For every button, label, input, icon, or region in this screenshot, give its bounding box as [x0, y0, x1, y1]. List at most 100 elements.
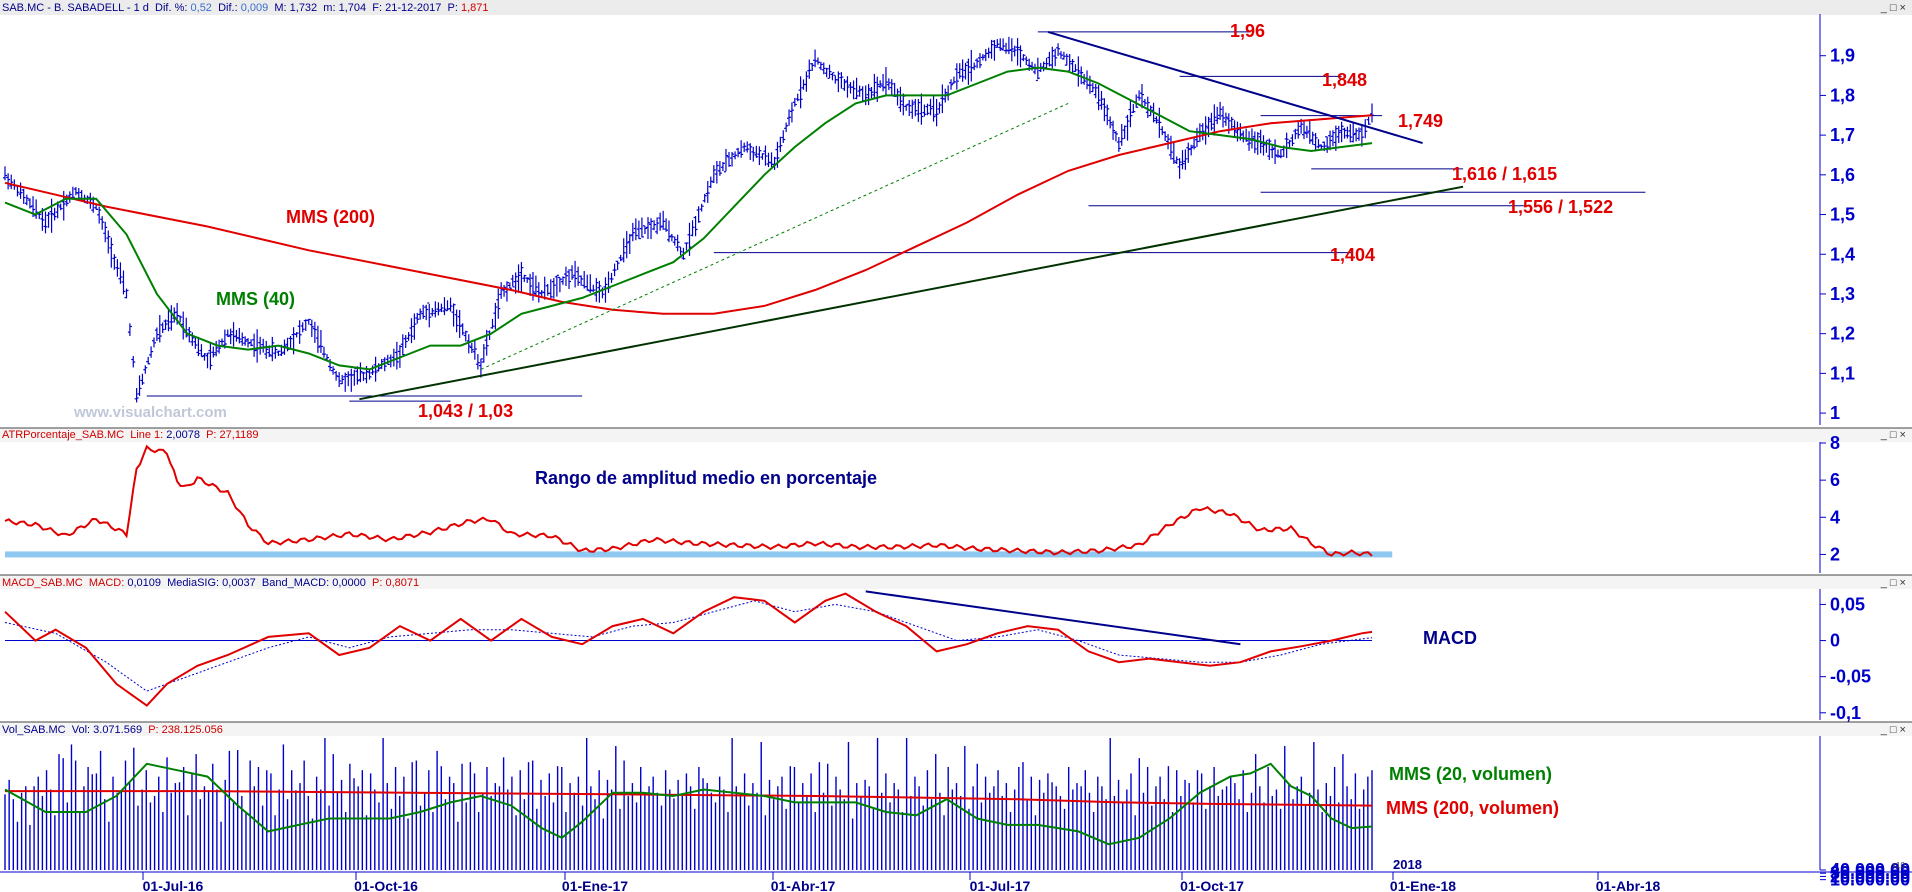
price-bar	[264, 340, 269, 359]
price-y-tick-label-6: 1,6	[1830, 165, 1855, 185]
price-bar	[270, 336, 275, 362]
price-bar	[1131, 103, 1136, 113]
price-bar	[157, 315, 162, 343]
price-bar	[355, 366, 360, 385]
price-bar	[1157, 107, 1162, 138]
price-bar	[666, 220, 671, 243]
price-bar	[475, 354, 480, 370]
price-bar	[763, 145, 768, 166]
price-bar	[1287, 139, 1292, 149]
price-bar	[490, 318, 495, 329]
macd-window-controls[interactable]: _ □ ×	[1880, 577, 1906, 589]
price-bar	[798, 76, 803, 109]
price-bar	[361, 371, 366, 381]
price-bar	[533, 275, 538, 297]
atr-band	[5, 551, 1393, 558]
price-bar	[1356, 127, 1361, 141]
vol-window-controls[interactable]: _ □ ×	[1880, 724, 1906, 736]
price-bars	[3, 36, 1374, 403]
price-bar	[1134, 94, 1139, 108]
price-window-controls[interactable]: _ □ ×	[1880, 2, 1906, 14]
price-bar	[1345, 126, 1350, 139]
price-bar	[433, 301, 438, 318]
price-bar	[733, 151, 738, 160]
price-bar	[966, 58, 971, 85]
price-bar	[448, 297, 453, 312]
price-bar	[478, 358, 483, 378]
price-bar	[1041, 61, 1046, 72]
price-bar	[1012, 45, 1017, 57]
price-bar	[1093, 84, 1098, 99]
price-bar	[815, 57, 820, 65]
price-bar	[261, 338, 266, 353]
price-bar	[196, 336, 201, 357]
x-tick-label-1: 01-Oct-16	[354, 878, 418, 892]
dif-pct-label: Dif. %:	[155, 2, 188, 14]
price-bar	[43, 211, 48, 234]
vol-p-label: P:	[148, 724, 159, 736]
price-bar	[300, 322, 305, 333]
support-trendline	[359, 185, 1464, 401]
atr-line-value: 2,0078	[166, 429, 200, 441]
price-bar	[1139, 84, 1144, 109]
price-bar	[346, 371, 351, 387]
atr-window-controls[interactable]: _ □ ×	[1880, 429, 1906, 441]
macd-value: 0,0109	[127, 577, 161, 589]
price-bar	[343, 372, 348, 392]
price-bar	[237, 327, 242, 344]
price-bar	[1186, 142, 1191, 163]
price-bar	[349, 368, 354, 392]
price-bar	[430, 307, 435, 317]
price-bar	[739, 140, 744, 158]
price-bar	[937, 102, 942, 114]
price-bar	[418, 308, 423, 320]
price-level-label-0: 1,96	[1230, 21, 1265, 41]
price-bar	[273, 345, 278, 359]
macd-title: MACD	[1423, 628, 1477, 648]
price-bar	[928, 98, 933, 116]
price-bar	[1192, 138, 1197, 150]
vol-label: Vol:	[71, 724, 91, 736]
price-bar	[1241, 130, 1246, 143]
mms200-line	[4, 114, 1373, 315]
price-bar	[1111, 120, 1116, 140]
price-bar	[1137, 90, 1142, 101]
price-bar	[205, 352, 210, 369]
macd-band-value: 0,0000	[332, 577, 366, 589]
price-bar	[751, 146, 756, 162]
macd-trendline	[865, 590, 1241, 646]
price-bar	[166, 309, 171, 332]
price-bar	[400, 334, 405, 356]
price-level-label-2: 1,749	[1398, 111, 1443, 131]
price-bar	[337, 372, 342, 388]
price-bar	[633, 218, 638, 241]
price-bar	[957, 63, 962, 79]
price-bar	[1056, 43, 1061, 56]
price-bar	[630, 222, 635, 242]
price-bar	[652, 220, 657, 231]
price-bar	[149, 346, 154, 358]
atr-line-label: Line 1:	[130, 429, 164, 441]
price-bar	[954, 63, 959, 90]
price-bar	[1174, 156, 1179, 165]
price-bar	[1163, 131, 1168, 141]
price-bar	[684, 242, 689, 251]
price-bar	[124, 288, 129, 299]
price-bar	[234, 329, 239, 342]
price-bar	[1255, 132, 1260, 155]
price-bar	[415, 312, 420, 324]
price-bar	[49, 198, 54, 233]
price-bar	[898, 86, 903, 112]
price-bar	[131, 356, 136, 368]
vol-mms20-label: MMS (20, volumen)	[1389, 764, 1552, 784]
x-tick-label-0: 01-Jul-16	[143, 878, 204, 892]
price-bar	[1160, 126, 1165, 136]
price-bar	[573, 260, 578, 288]
price-bar	[836, 71, 841, 93]
price-bar	[1113, 131, 1118, 142]
x-tick-label-3: 01-Abr-17	[771, 878, 836, 892]
price-bar	[696, 206, 701, 223]
price-bar	[854, 77, 859, 100]
title-bar-bg	[0, 0, 1912, 15]
